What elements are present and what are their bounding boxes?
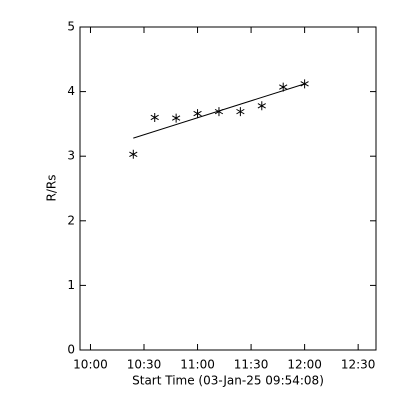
x-tick-label: 11:30 [234, 358, 269, 372]
data-point [279, 82, 288, 92]
x-tick-label: 10:00 [73, 358, 108, 372]
data-point [171, 113, 181, 123]
y-tick-label: 0 [67, 343, 75, 357]
y-tick-label: 5 [67, 20, 75, 34]
x-axis-title: Start Time (03-Jan-25 09:54:08) [132, 374, 324, 388]
data-point [257, 101, 266, 111]
data-point [300, 79, 309, 89]
plot-frame [79, 26, 377, 351]
y-tick-label: 2 [67, 213, 75, 227]
y-axis-title: R/Rs [45, 175, 59, 202]
data-point [236, 107, 245, 117]
x-tick-label: 12:00 [287, 358, 322, 372]
data-point [150, 112, 159, 122]
x-tick-label: 10:30 [127, 358, 162, 372]
y-tick-label: 3 [67, 149, 75, 163]
y-tick-label: 1 [67, 278, 75, 292]
x-tick-label: 12:30 [341, 358, 376, 372]
x-tick-label: 11:00 [180, 358, 215, 372]
data-point [193, 109, 202, 119]
fit-line [133, 83, 305, 139]
y-tick-label: 4 [67, 84, 75, 98]
data-point [129, 149, 138, 159]
